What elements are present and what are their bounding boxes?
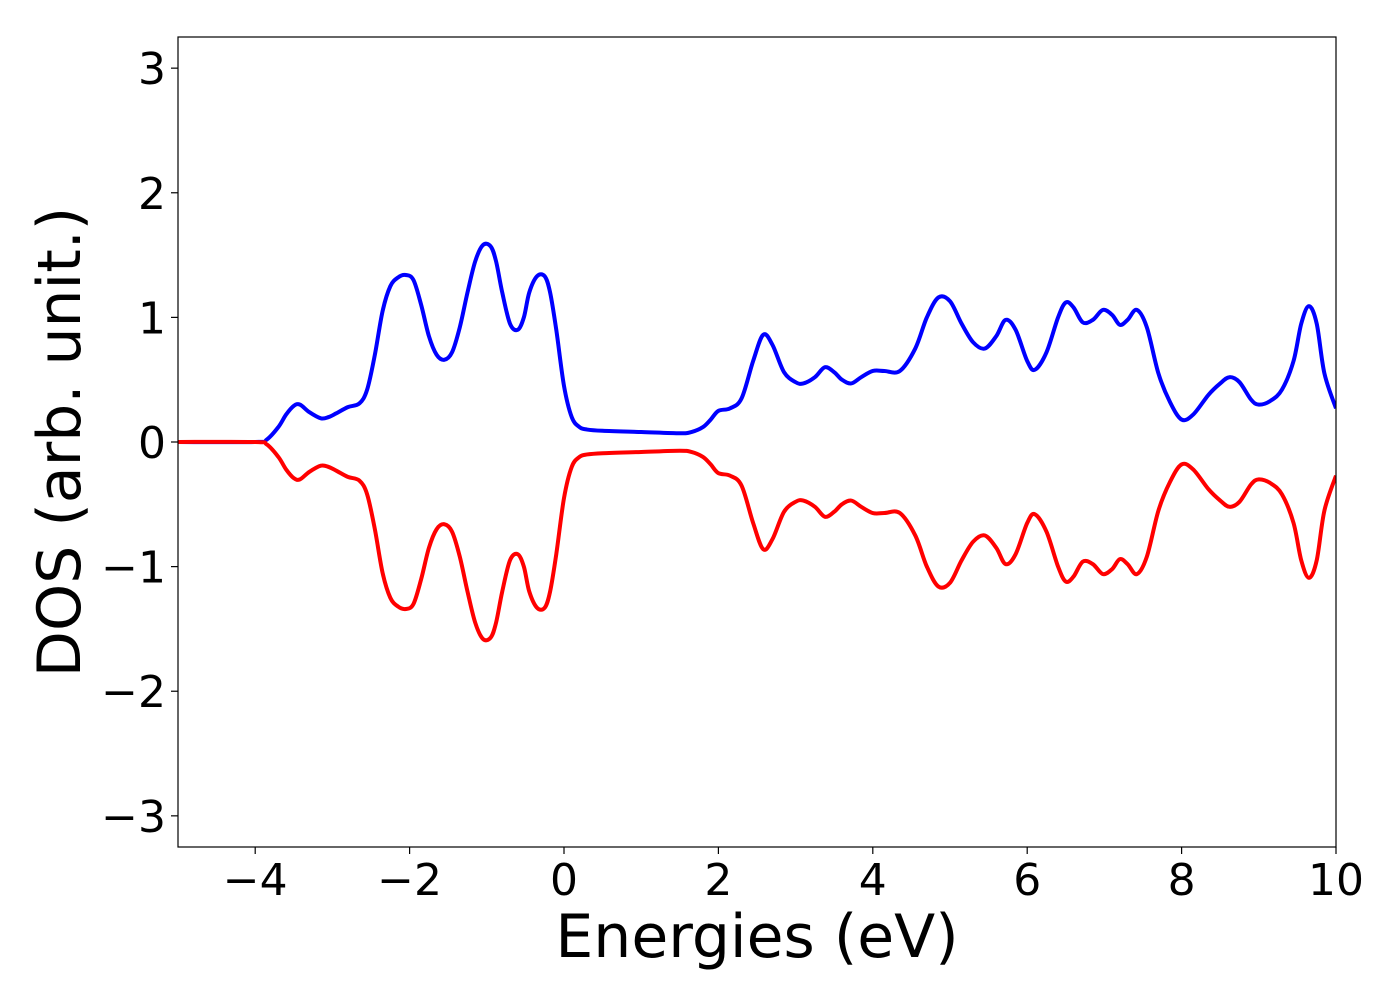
- y-tick-label: 2: [138, 169, 166, 220]
- x-tick-label: 8: [1168, 855, 1196, 906]
- y-tick-label: −2: [101, 667, 166, 718]
- x-tick-label: 2: [704, 855, 732, 906]
- y-tick-label: 3: [138, 44, 166, 95]
- x-axis-label: Energies (eV): [555, 902, 958, 972]
- x-tick-label: 4: [859, 855, 887, 906]
- x-tick-label: 10: [1308, 855, 1364, 906]
- x-tick-label: 6: [1013, 855, 1041, 906]
- x-tick-label: −4: [223, 855, 288, 906]
- x-tick-label: −2: [377, 855, 442, 906]
- y-axis-label: DOS (arb. unit.): [25, 207, 95, 677]
- y-tick-label: −3: [101, 792, 166, 843]
- x-tick-label: 0: [550, 855, 578, 906]
- dos-series-line-1: [178, 241, 1336, 445]
- plot-layer: [178, 241, 1336, 643]
- y-axis-ticks: −3 −2 −1 0 1 2 3: [101, 44, 178, 843]
- x-axis-ticks: −4 −2 0 2 4 6 8 10: [223, 847, 1364, 906]
- dos-series-line-2: [178, 439, 1336, 643]
- y-tick-label: 1: [138, 293, 166, 344]
- y-tick-label: −1: [101, 543, 166, 594]
- y-tick-label: 0: [138, 418, 166, 469]
